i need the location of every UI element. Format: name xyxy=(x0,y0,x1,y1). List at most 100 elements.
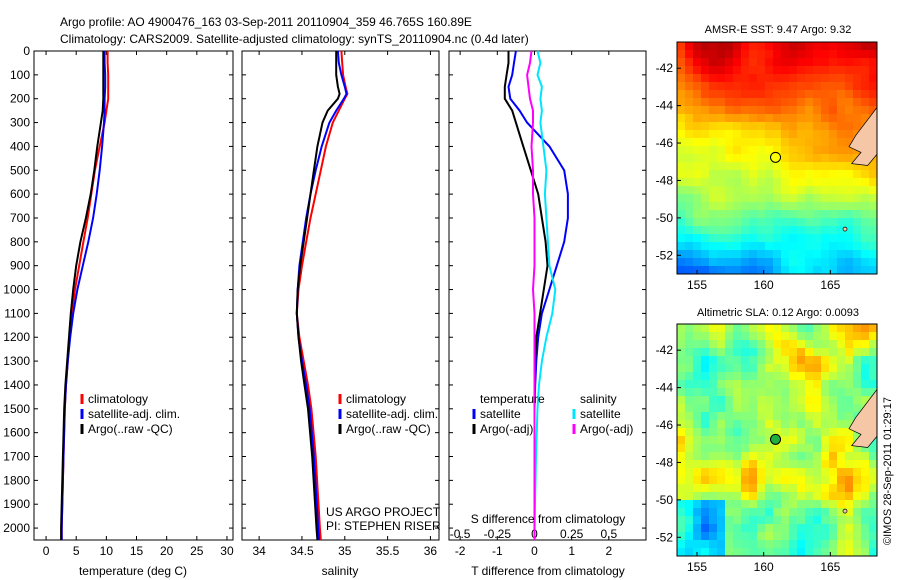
map-cell xyxy=(741,444,750,453)
map-cell xyxy=(765,162,774,171)
map-cell xyxy=(757,340,766,349)
map-cell xyxy=(765,524,774,533)
map-cell xyxy=(741,58,750,67)
map-cell xyxy=(853,50,862,59)
map-cell xyxy=(821,186,830,195)
map-cell xyxy=(853,98,862,107)
island xyxy=(842,226,848,232)
map-cell xyxy=(845,388,854,397)
map-cell xyxy=(765,106,774,115)
map-cell xyxy=(869,372,878,381)
map-y-tick-label: -48 xyxy=(656,455,674,469)
map-cell xyxy=(813,428,822,437)
map-cell xyxy=(837,170,846,179)
map-cell xyxy=(765,242,774,251)
map-cell xyxy=(677,548,686,557)
map-cell xyxy=(805,50,814,59)
map-cell xyxy=(773,516,782,525)
map-cell xyxy=(829,202,838,211)
map-cell xyxy=(733,492,742,501)
map-cell xyxy=(861,460,870,469)
map-cell xyxy=(789,500,798,509)
map-cell xyxy=(757,202,766,211)
map-cell xyxy=(797,42,806,51)
map-cell xyxy=(725,250,734,259)
map-cell xyxy=(853,106,862,115)
map-cell xyxy=(869,234,878,243)
map-cell xyxy=(829,404,838,413)
map-cell xyxy=(749,468,758,477)
map-cell xyxy=(805,348,814,357)
map-cell xyxy=(829,508,838,517)
map-cell xyxy=(837,202,846,211)
map-cell xyxy=(869,332,878,341)
map-cell xyxy=(829,74,838,83)
map-cell xyxy=(685,42,694,51)
map-cell xyxy=(853,524,862,533)
y-tick-label: 2000 xyxy=(3,521,30,535)
map-cell xyxy=(677,242,686,251)
map-cell xyxy=(717,242,726,251)
map-cell xyxy=(725,492,734,501)
map-cell xyxy=(805,524,814,533)
map-cell xyxy=(685,50,694,59)
map-cell xyxy=(741,90,750,99)
map-cell xyxy=(781,340,790,349)
map-cell xyxy=(845,106,854,115)
map-cell xyxy=(773,194,782,203)
map-cell xyxy=(757,234,766,243)
map-cell xyxy=(781,250,790,259)
pi-annotation: PI: STEPHEN RISER xyxy=(326,519,441,533)
map-cell xyxy=(693,500,702,509)
map-cell xyxy=(821,210,830,219)
map-cell xyxy=(741,388,750,397)
map-cell xyxy=(837,476,846,485)
map-cell xyxy=(829,516,838,525)
map-cell xyxy=(781,258,790,267)
map-cell xyxy=(709,492,718,501)
map-cell xyxy=(813,42,822,51)
sla-map-title: Altimetric SLA: 0.12 Argo: 0.0093 xyxy=(697,307,859,319)
map-cell xyxy=(797,340,806,349)
map-cell xyxy=(741,436,750,445)
map-cell xyxy=(717,444,726,453)
map-cell xyxy=(701,548,710,557)
map-cell xyxy=(685,82,694,91)
map-cell xyxy=(685,484,694,493)
map-cell xyxy=(829,532,838,541)
map-cell xyxy=(837,178,846,187)
map-cell xyxy=(853,396,862,405)
map-cell xyxy=(749,122,758,131)
map-cell xyxy=(813,114,822,123)
y-tick-label: 1400 xyxy=(3,378,30,392)
map-cell xyxy=(797,356,806,365)
legend-label: climatology xyxy=(346,392,406,406)
map-cell xyxy=(757,194,766,203)
map-cell xyxy=(797,364,806,373)
map-cell xyxy=(693,380,702,389)
map-cell xyxy=(829,42,838,51)
map-cell xyxy=(765,516,774,525)
x-tick-label: 1 xyxy=(568,544,575,558)
map-cell xyxy=(749,210,758,219)
map-cell xyxy=(725,266,734,275)
map-cell xyxy=(821,428,830,437)
map-cell xyxy=(733,242,742,251)
map-cell xyxy=(701,42,710,51)
map-cell xyxy=(845,74,854,83)
map-cell xyxy=(725,324,734,333)
map-cell xyxy=(813,412,822,421)
map-cell xyxy=(821,66,830,75)
map-cell xyxy=(781,234,790,243)
map-cell xyxy=(805,428,814,437)
map-cell xyxy=(797,138,806,147)
map-y-tick-label: -50 xyxy=(656,493,674,507)
map-cell xyxy=(685,218,694,227)
map-cell xyxy=(837,250,846,259)
map-cell xyxy=(821,492,830,501)
map-cell xyxy=(805,364,814,373)
map-cell xyxy=(781,516,790,525)
map-cell xyxy=(765,42,774,51)
map-cell xyxy=(717,186,726,195)
